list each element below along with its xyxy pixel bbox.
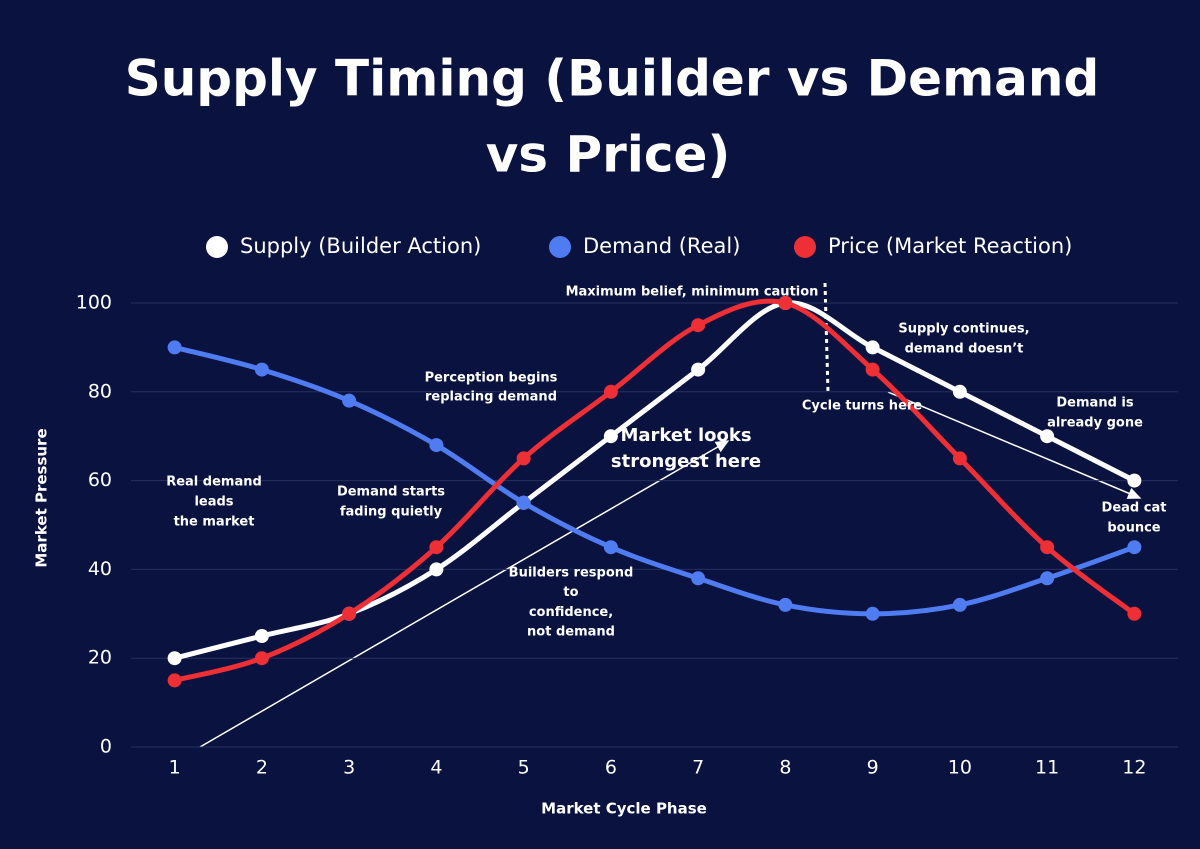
x-tick-label: 7	[692, 757, 704, 779]
y-tick-label: 100	[76, 292, 112, 314]
annotation: already gone	[1047, 416, 1143, 431]
data-point	[1040, 540, 1055, 555]
data-point	[1040, 571, 1055, 586]
data-point	[1127, 606, 1142, 621]
data-point	[516, 495, 531, 510]
legend-swatch	[794, 236, 816, 258]
turn-marker	[823, 282, 830, 393]
data-point	[778, 597, 793, 612]
legend-swatch	[206, 236, 228, 258]
x-tick-label: 5	[518, 757, 530, 779]
annotation: Maximum belief, minimum caution	[566, 285, 819, 300]
x-tick-label: 10	[948, 757, 972, 779]
annotation: Demand is	[1056, 396, 1133, 411]
annotation: strongest here	[611, 451, 761, 472]
data-point	[603, 429, 618, 444]
legend-label: Demand (Real)	[583, 234, 740, 258]
x-tick-label: 2	[256, 757, 268, 779]
annotation: Cycle turns here	[802, 399, 922, 414]
data-point	[342, 393, 357, 408]
data-point	[1040, 429, 1055, 444]
x-tick-label: 3	[343, 757, 355, 779]
annotation: Dead cat	[1102, 501, 1167, 516]
annotation: not demand	[527, 625, 615, 640]
data-point	[865, 340, 880, 355]
data-point	[691, 318, 706, 333]
y-axis-label: Market Pressure	[33, 428, 51, 567]
data-point	[691, 362, 706, 377]
y-tick-label: 20	[88, 647, 112, 669]
x-axis-label: Market Cycle Phase	[541, 800, 707, 818]
data-point	[516, 451, 531, 466]
x-tick-label: 8	[779, 757, 791, 779]
x-tick-label: 6	[605, 757, 617, 779]
x-tick-label: 12	[1122, 757, 1146, 779]
x-tick-label: 1	[169, 757, 181, 779]
annotation: Supply continues,	[898, 322, 1029, 337]
annotation: leads	[194, 495, 233, 510]
arrow	[199, 440, 730, 748]
annotation: Demand starts	[337, 485, 445, 500]
annotation: Market looks	[620, 425, 751, 446]
legend-label: Price (Market Reaction)	[828, 234, 1072, 258]
annotation: bounce	[1107, 521, 1160, 536]
data-point	[952, 384, 967, 399]
y-tick-label: 80	[88, 380, 112, 402]
y-tick-label: 0	[100, 736, 112, 758]
data-point	[1127, 473, 1142, 488]
annotation: demand doesn’t	[905, 342, 1024, 357]
y-tick-label: 60	[88, 469, 112, 491]
annotation: confidence,	[529, 605, 613, 620]
data-point	[254, 629, 269, 643]
annotation: Builders respond	[509, 566, 634, 581]
data-point	[429, 438, 444, 453]
legend-label: Supply (Builder Action)	[240, 234, 481, 258]
data-point	[429, 540, 444, 555]
chart-title: vs Price)	[486, 126, 731, 184]
data-point	[167, 340, 182, 355]
data-point	[254, 651, 269, 666]
legend-swatch	[549, 236, 571, 258]
annotation: fading quietly	[340, 505, 443, 520]
x-tick-label: 4	[430, 757, 442, 779]
data-point	[865, 362, 880, 377]
series-line	[174, 344, 1136, 617]
annotation: replacing demand	[425, 390, 557, 405]
data-point	[167, 651, 182, 666]
chart-title: Supply Timing (Builder vs Demand	[125, 50, 1100, 108]
data-point	[167, 673, 182, 688]
annotation: Perception begins	[425, 371, 558, 386]
data-point	[865, 606, 880, 621]
annotation: Real demand	[166, 475, 262, 490]
data-point	[952, 597, 967, 612]
data-point	[603, 384, 618, 399]
y-tick-label: 40	[88, 558, 112, 580]
data-point	[691, 571, 706, 586]
x-tick-label: 9	[867, 757, 879, 779]
data-point	[254, 362, 269, 377]
data-point	[603, 540, 618, 555]
data-point	[778, 296, 793, 310]
data-point	[429, 562, 444, 577]
annotation: to	[563, 585, 578, 600]
x-tick-label: 11	[1035, 757, 1059, 779]
data-point	[952, 451, 967, 466]
data-point	[342, 606, 357, 621]
annotation: the market	[174, 515, 255, 530]
data-point	[1127, 540, 1142, 555]
